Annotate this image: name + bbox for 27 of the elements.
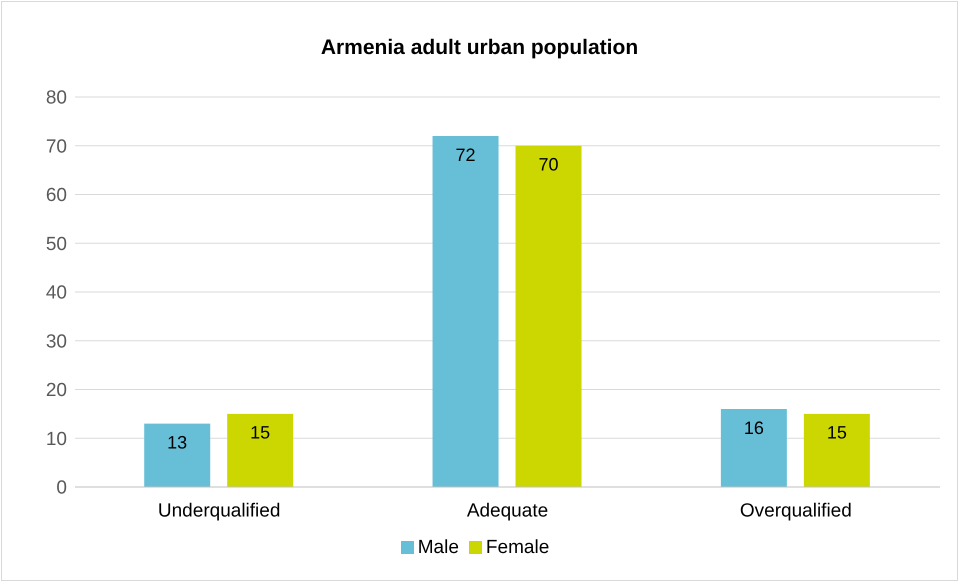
data-label: 13: [167, 432, 188, 452]
bar: [720, 409, 787, 487]
bar: [516, 146, 582, 487]
y-tick-label: 60: [46, 185, 67, 206]
legend-label: Female: [486, 537, 550, 558]
y-tick-label: 50: [46, 234, 67, 255]
y-tick-label: 70: [46, 136, 67, 158]
data-label: 16: [744, 418, 764, 438]
y-tick-label: 80: [46, 88, 67, 109]
y-tick-label: 40: [46, 282, 67, 304]
data-label: 70: [538, 154, 559, 175]
bar: [144, 424, 210, 487]
data-label: 15: [250, 422, 270, 443]
y-tick-label: 20: [46, 380, 67, 402]
data-label: 72: [456, 144, 476, 165]
chart-title: Armenia adult urban population: [320, 36, 640, 60]
y-tick-label: 0: [56, 478, 67, 499]
x-tick-label: Underqualified: [158, 500, 280, 522]
legend-label: Male: [418, 537, 459, 558]
x-tick-label: Adequate: [466, 500, 548, 522]
y-tick-label: 30: [46, 331, 67, 352]
data-label: 15: [826, 422, 847, 443]
y-tick-label: 10: [46, 428, 67, 450]
x-tick-label: Overqualified: [740, 500, 852, 522]
bar: [432, 136, 499, 487]
bar: [804, 414, 870, 487]
bar: [227, 414, 294, 487]
